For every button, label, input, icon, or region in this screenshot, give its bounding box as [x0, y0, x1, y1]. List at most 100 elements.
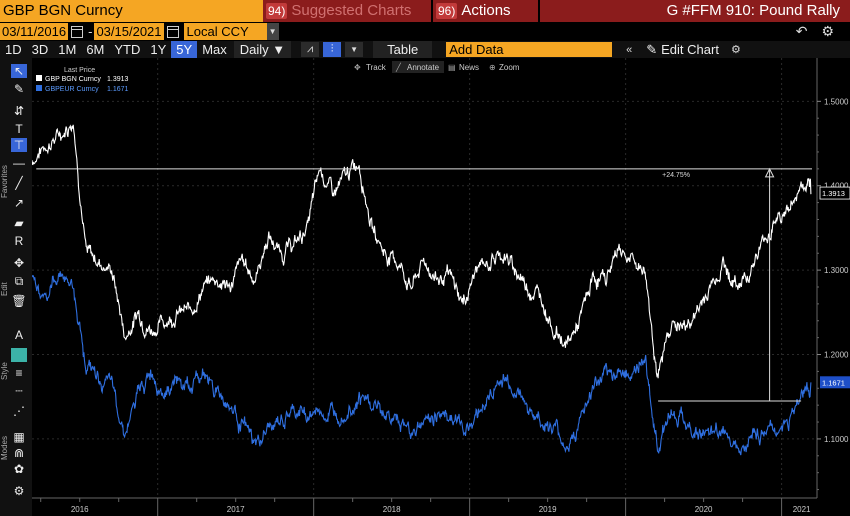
pointer-icon[interactable]: ↖: [11, 64, 27, 78]
legend-label-gbp-bgn: GBP BGN Curncy: [45, 76, 101, 83]
news-button[interactable]: News: [459, 63, 479, 72]
collapse-icon[interactable]: «: [626, 43, 633, 56]
frequency-label: Daily: [239, 42, 269, 57]
end-date-field[interactable]: 03/15/2021: [94, 23, 164, 40]
horizontal-line-icon[interactable]: —: [13, 156, 25, 170]
pen-icon[interactable]: ✎: [13, 82, 25, 96]
chart-background: [32, 58, 850, 516]
legend: Last Price GBP BGN Curncy 1.3913 GBPEUR …: [36, 67, 129, 93]
price-chart[interactable]: +24.75% 2016 2017 2018 2019 2020 2021 1.50001…: [32, 58, 850, 516]
grid: [32, 58, 814, 498]
window-tools: ↶ ⚙: [796, 23, 850, 40]
bar-chart-icon[interactable]: ⫶: [323, 42, 342, 57]
legend-title: Last Price: [64, 67, 95, 74]
favorites-label: Favorites: [0, 165, 9, 198]
x-tick-label: 2017: [227, 505, 245, 514]
y-tick-label: 1.3000: [824, 266, 849, 275]
line-weight-icon[interactable]: ≡: [15, 366, 23, 380]
currency-select[interactable]: Local CCY: [183, 23, 267, 40]
series-line-gbp-bgn: [32, 124, 812, 379]
range-1d-button[interactable]: 1D: [5, 42, 22, 57]
range-bar: 1D 3D 1M 6M YTD 1Y 5Y Max Daily ▼ ⩘ ⫶ ▼ …: [0, 41, 850, 58]
track-icon[interactable]: ✥: [354, 63, 361, 72]
legend-swatch-gbp-bgn: [36, 75, 42, 81]
modes-label: Modes: [0, 435, 9, 460]
zoom-button[interactable]: Zoom: [499, 63, 520, 72]
y-tick-label: 1.1000: [824, 435, 849, 444]
range-5y-button[interactable]: 5Y: [171, 41, 198, 58]
top-bar: GBP BGN Curncy 94) Suggested Charts 96) …: [0, 0, 850, 22]
chart-settings-icon[interactable]: ⚙: [731, 44, 741, 56]
annotation-label: +24.75%: [662, 172, 690, 179]
chart-title: G #FFM 910: Pound Rally: [540, 0, 850, 22]
edit-label: Edit: [0, 282, 9, 296]
edit-chart-button[interactable]: ✎ Edit Chart: [646, 42, 719, 58]
track-button[interactable]: Track: [366, 63, 387, 72]
range-3d-button[interactable]: 3D: [31, 42, 49, 57]
text-icon[interactable]: T: [15, 122, 23, 136]
chart-area[interactable]: +24.75% 2016 2017 2018 2019 2020 2021 1.5000 1…: [32, 58, 850, 516]
layers-icon[interactable]: ▦: [13, 430, 25, 444]
annotation-arrow-head: [764, 167, 775, 178]
last-value-gbp-bgn: 1.3913: [822, 189, 845, 198]
text-scale-icon[interactable]: ⇵: [13, 104, 25, 118]
trend-line-icon[interactable]: ╱: [15, 176, 23, 190]
ray-icon[interactable]: ↗: [13, 196, 25, 210]
last-value-gbpeur: 1.1671: [822, 378, 845, 387]
palette-icon[interactable]: ✿: [13, 462, 25, 476]
range-ytd-button[interactable]: YTD: [114, 42, 141, 57]
drawing-toolbar: ↖ ✎ ⇵ T ⊤ — ╱ ↗ ▰ R ✥ ⧉ 🗑 A ≡ ┈ ⋰ ▦ ⋒ ✿ …: [0, 58, 32, 516]
chevron-down-icon[interactable]: ▼: [345, 42, 364, 57]
magnet-icon[interactable]: ⋒: [13, 446, 25, 460]
suggested-charts-button[interactable]: 94) Suggested Charts: [263, 0, 431, 22]
settings-icon[interactable]: ⚙: [821, 23, 834, 39]
calendar-icon[interactable]: [71, 25, 84, 38]
zoom-icon[interactable]: ⊕: [489, 63, 496, 72]
range-max-button[interactable]: Max: [202, 42, 227, 57]
last-value-tag-gbpeur: [820, 376, 850, 389]
x-tick-label: 2021: [793, 505, 811, 514]
range-1m-button[interactable]: 1M: [58, 42, 77, 57]
dashed-line-icon[interactable]: ⋰: [13, 404, 25, 418]
annotate-bg: [392, 61, 444, 73]
line-style-icon[interactable]: ┈: [15, 384, 23, 398]
font-style-icon[interactable]: A: [14, 328, 23, 342]
undo-icon[interactable]: ↶: [795, 23, 808, 39]
x-axis: 2016 2017 2018 2019 2020 2021: [32, 497, 817, 516]
news-icon[interactable]: ▤: [448, 63, 456, 72]
copy-icon[interactable]: ⧉: [14, 274, 24, 288]
settings-icon[interactable]: ⚙: [13, 484, 25, 498]
table-button[interactable]: Table: [373, 41, 433, 58]
fibonacci-icon[interactable]: R: [14, 234, 24, 248]
add-data-input[interactable]: Add Data: [446, 42, 613, 57]
crosshair-icon[interactable]: ⊤: [11, 138, 27, 152]
frequency-select[interactable]: Daily ▼: [233, 41, 292, 58]
calendar-icon[interactable]: [166, 25, 179, 38]
legend-value-gbp-bgn: 1.3913: [107, 76, 129, 83]
y-tick-label: 1.5000: [824, 97, 849, 106]
range-6m-button[interactable]: 6M: [86, 42, 105, 57]
chart-mini-toolbar: ✥ Track ╱ Annotate ▤ News ⊕ Zoom: [354, 61, 520, 73]
annotate-icon[interactable]: ╱: [395, 62, 402, 72]
color-swatch-icon[interactable]: [11, 348, 27, 362]
range-1y-button[interactable]: 1Y: [150, 42, 167, 57]
ticker-field[interactable]: GBP BGN Curncy: [0, 0, 263, 22]
start-date-field[interactable]: 03/11/2016: [0, 23, 69, 40]
annotation: +24.75%: [36, 167, 812, 402]
style-label: Style: [0, 362, 9, 380]
annotate-button[interactable]: Annotate: [407, 63, 440, 72]
y-tick-label: 1.4000: [824, 182, 849, 191]
chevron-down-icon[interactable]: ▼: [266, 23, 279, 40]
delete-icon[interactable]: 🗑: [11, 294, 27, 308]
x-tick-label: 2016: [71, 505, 89, 514]
suggested-charts-label: Suggested Charts: [291, 2, 412, 19]
actions-label: Actions: [461, 2, 511, 19]
channel-icon[interactable]: ▰: [14, 216, 24, 230]
legend-swatch-gbpeur: [36, 85, 42, 91]
move-icon[interactable]: ✥: [13, 256, 25, 270]
actions-button[interactable]: 96) Actions: [433, 0, 538, 22]
line-chart-icon[interactable]: ⩘: [301, 42, 320, 57]
series-line-gbpeur: [32, 271, 812, 456]
pencil-icon: ✎: [646, 41, 658, 57]
y-axis: 1.5000 1.4000 1.3000 1.2000 1.1000 1.3913 1.16…: [816, 58, 850, 498]
